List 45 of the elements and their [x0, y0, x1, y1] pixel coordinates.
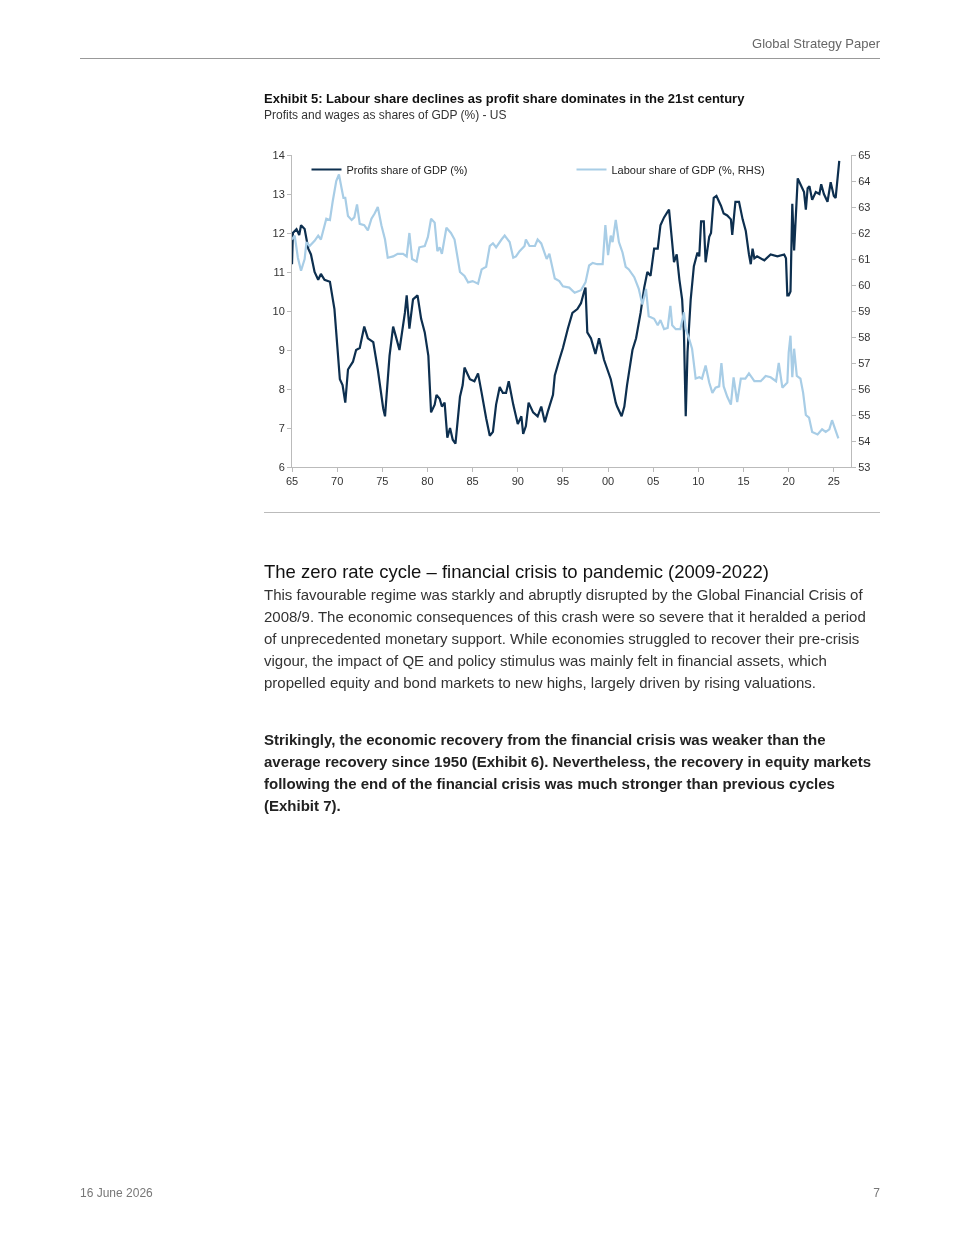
y2-tick-label: 62: [858, 226, 871, 239]
x-tick-label: 25: [827, 475, 840, 488]
x-tick-label: 85: [466, 475, 479, 488]
legend-label: Profits share of GDP (%): [346, 163, 468, 176]
chart-subtitle: Profits and wages as shares of GDP (%) - US: [264, 108, 507, 122]
y2-tick-label: 58: [858, 330, 871, 343]
x-tick-label: 95: [556, 475, 570, 488]
y-tick-label: 10: [272, 304, 285, 317]
y-tick-label: 8: [278, 382, 285, 395]
x-tick-label: 75: [376, 475, 389, 488]
y2-tick-label: 55: [858, 408, 871, 421]
y2-tick-label: 56: [858, 382, 871, 395]
text: 7: [872, 1186, 880, 1200]
y2-tick-label: 64: [858, 174, 871, 187]
y2-tick-label: 63: [858, 200, 871, 213]
x-tick-label: 20: [782, 475, 795, 488]
text: Global Strategy Paper: [80, 36, 880, 59]
text: The zero rate cycle – financial crisis to pandemic (2009-2022): [264, 561, 770, 583]
y-tick-label: 14: [272, 148, 285, 161]
x-tick-label: 15: [737, 475, 750, 488]
y-tick-label: 12: [272, 226, 285, 239]
x-tick-label: 90: [511, 475, 524, 488]
y2-tick-label: 57: [858, 356, 871, 369]
x-tick-label: 10: [692, 475, 705, 488]
legend-label: Labour share of GDP (%, RHS): [611, 163, 765, 176]
y2-tick-label: 65: [858, 148, 871, 161]
x-tick-label: 65: [285, 475, 299, 488]
text: 16 June 2026: [80, 1186, 153, 1200]
y2-tick-label: 54: [858, 434, 871, 447]
y-tick-label: 9: [278, 343, 285, 356]
y2-tick-label: 61: [858, 252, 871, 265]
y-tick-label: 7: [278, 421, 285, 434]
text: Strikingly, the economic recovery from the financial crisis was weaker than the average recovery since 1950 (Exhibit 6). Nevertheless, the recovery in equity markets following the end of the financial crisis was much stronger than previous cycles (Exhibit 7).: [264, 730, 872, 816]
y-tick-label: 13: [272, 187, 285, 200]
x-tick-label: 80: [421, 475, 434, 488]
chart-title: Exhibit 5: Labour share declines as profit share dominates in the 21st century: [264, 91, 745, 106]
x-tick-label: 70: [331, 475, 344, 488]
y-tick-label: 11: [273, 265, 285, 278]
x-tick-label: 00: [601, 475, 615, 488]
x-tick-label: 05: [647, 475, 660, 488]
y2-tick-label: 59: [858, 304, 871, 317]
y2-tick-label: 53: [858, 460, 871, 473]
text: This favourable regime was starkly and abruptly disrupted by the Global Financial Crisis of 2008/9. The economic consequences of this crash were so severe that it heralded a period of unprecedented monetary support. While economies struggled to recover their pre-crisis vigour, the impact of QE and policy stimulus was mainly felt in financial assets, which propelled equity and bond markets to new highs, largely driven by rising valuations.: [264, 585, 867, 693]
y2-tick-label: 60: [858, 278, 871, 291]
y-tick-label: 6: [278, 460, 285, 473]
